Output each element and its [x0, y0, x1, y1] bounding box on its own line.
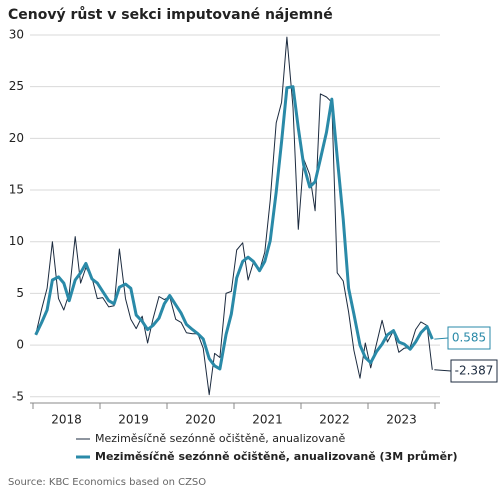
x-tick-label: 2019 [118, 413, 149, 427]
y-tick-label: -5 [12, 389, 24, 403]
label-box [447, 326, 491, 350]
y-tick-label: 20 [9, 131, 24, 145]
end-label: 0.585 [452, 331, 486, 345]
x-tick-label: 2023 [386, 413, 417, 427]
y-tick-label: 0 [16, 338, 24, 352]
chart-title: Cenový růst v sekci imputované nájemné [8, 6, 333, 23]
x-tick-label: 2020 [185, 413, 216, 427]
y-tick-label: 15 [9, 183, 24, 197]
x-tick-label: 2022 [319, 413, 350, 427]
end-label: -2.387 [455, 364, 494, 378]
x-tick-label: 2021 [252, 413, 283, 427]
label-connector [434, 369, 452, 372]
label-box [450, 359, 498, 383]
source: Source: KBC Economics based on CZSO [8, 477, 206, 488]
y-tick-label: 5 [16, 286, 24, 300]
y-tick-label: 25 [9, 79, 24, 93]
label-connector [434, 337, 449, 340]
series-line [34, 85, 434, 371]
series-line [35, 36, 433, 396]
x-tick-label: 2018 [51, 413, 82, 427]
y-tick-label: 10 [9, 234, 24, 248]
legend-label: Meziměsíčně sezónně očištěně, anualizova… [95, 432, 345, 445]
legend-label: Meziměsíčně sezónně očištěně, anualizova… [95, 450, 457, 463]
y-tick-label: 30 [9, 28, 24, 42]
